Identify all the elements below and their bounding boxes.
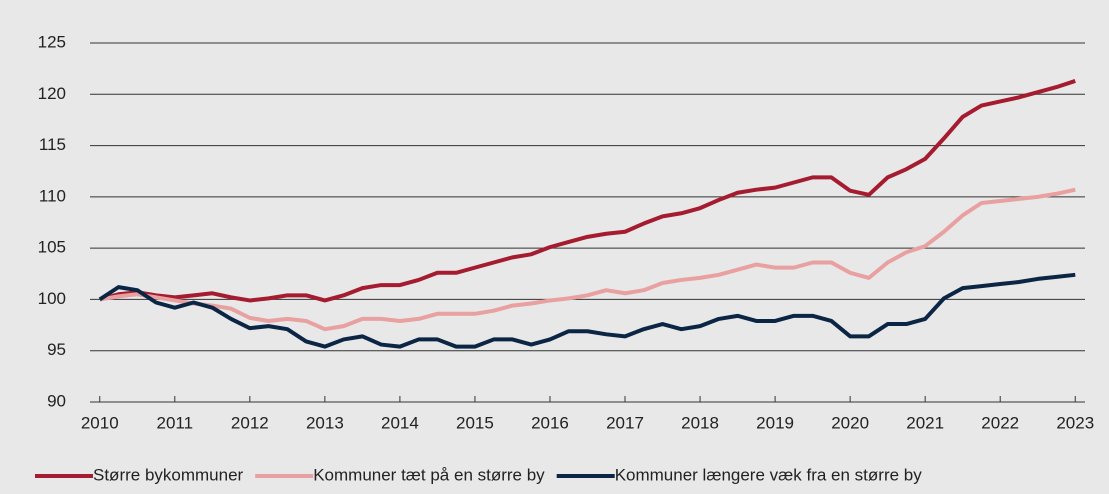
y-tick-label: 115 [39,135,66,154]
x-tick-label: 2010 [81,413,119,432]
y-tick-label: 120 [38,84,66,103]
x-tick-label: 2012 [231,413,269,432]
y-tick-label: 125 [38,32,66,51]
line-series [99,187,1076,332]
y-tick-label: 90 [47,391,66,410]
y-tick-label: 95 [47,340,66,359]
x-tick-label: 2011 [157,413,194,432]
y-tick-label: 110 [39,186,66,205]
x-tick-label: 2019 [756,413,794,432]
x-tick-label: 2018 [681,413,719,432]
legend-label: Større bykommuner [93,465,244,484]
legend-label: Kommuner længere væk fra en større by [615,465,923,484]
x-tick-label: 2016 [531,413,569,432]
x-tick-label: 2017 [606,413,644,432]
x-tick-label: 2015 [456,413,494,432]
x-tick-label: 2013 [306,413,344,432]
x-tick-label: 2021 [906,413,944,432]
x-tick-label: 2020 [831,413,869,432]
line-series [98,272,1076,349]
y-tick-label: 105 [38,238,66,257]
line-series [99,79,1076,303]
x-tick-label: 2022 [981,413,1019,432]
x-tick-label: 2023 [1056,413,1094,432]
x-tick-label: 2014 [381,413,419,432]
y-tick-label: 100 [38,289,66,308]
legend-label: Kommuner tæt på en større by [313,465,545,484]
